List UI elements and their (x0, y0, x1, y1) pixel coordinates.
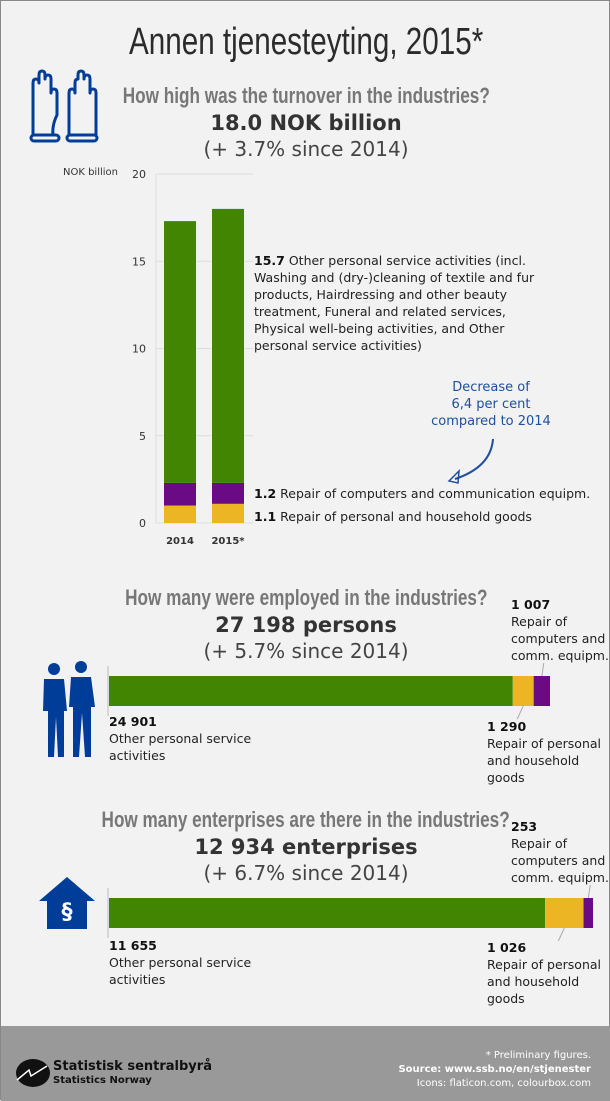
bar-segment (583, 898, 593, 928)
footer: Statistisk sentralbyrå Statistics Norway… (1, 1026, 610, 1101)
employed-label-purple: 1 007 Repair of computers and comm. equip… (511, 597, 609, 663)
x-tick-label: 2015* (211, 536, 245, 547)
curved-arrow-icon (447, 438, 494, 484)
decrease-annotation: Decrease of 6,4 per cent compared to 201… (421, 379, 561, 430)
bar-segment (212, 503, 244, 523)
turnover-change: (+ 3.7% since 2014) (203, 137, 409, 161)
enterprises-label-purple: 253 Repair of computers and comm. equipm. (511, 819, 609, 885)
bar-segment (545, 898, 584, 928)
house-paragraph-icon: § (39, 877, 95, 929)
preliminary-note: * Preliminary figures. (485, 1050, 591, 1061)
annotation-line: 6,4 per cent (451, 397, 531, 412)
employed-bar-chart (107, 662, 550, 720)
y-tick-label: 10 (132, 343, 146, 356)
leader-line (516, 705, 524, 720)
annotation-line: Decrease of (452, 380, 530, 395)
employed-label-yellow: 1 290 Repair of personal and household go… (487, 719, 601, 785)
x-tick-label: 2014 (166, 536, 194, 547)
y-tick-label: 0 (139, 517, 146, 530)
bar-segment (164, 482, 196, 506)
employed-headline: 27 198 persons (215, 613, 397, 637)
enterprises-headline: 12 934 enterprises (194, 835, 418, 859)
enterprises-bar-chart (107, 884, 593, 942)
page-title: Annen tjenesteyting, 2015* (128, 21, 484, 63)
enterprises-label-yellow: 1 026 Repair of personal and household go… (487, 940, 601, 1006)
enterprises-question: How many enterprises are there in the in… (101, 807, 511, 832)
people-icon (43, 661, 95, 757)
leader-line (587, 884, 591, 899)
bar-segment (164, 221, 196, 483)
ssb-logo-icon (16, 1059, 50, 1087)
label-other-personal: 15.7 Other personal service activities (… (254, 253, 535, 353)
turnover-question: How high was the turnover in the industr… (122, 83, 490, 108)
y-tick-label: 5 (139, 430, 146, 443)
leader-line (541, 662, 545, 677)
employed-change: (+ 5.7% since 2014) (203, 639, 409, 663)
turnover-chart: 0 5 10 15 20 2014 2015* (132, 168, 253, 547)
bar-segment (512, 676, 534, 706)
svg-text:§: § (62, 900, 73, 925)
bar-segment (212, 482, 244, 504)
enterprises-change: (+ 6.7% since 2014) (203, 861, 409, 885)
bar-segment (212, 208, 244, 483)
y-tick-label: 20 (132, 168, 146, 181)
y-axis-label: NOK billion (63, 167, 119, 178)
bar-segment (109, 898, 546, 928)
source: Source: www.ssb.no/en/stjenester (398, 1064, 591, 1075)
y-tick-label: 15 (132, 255, 146, 268)
bar-segment (164, 505, 196, 523)
label-repair-goods: 1.1 Repair of personal and household goo… (254, 509, 532, 524)
annotation-line: compared to 2014 (431, 414, 551, 429)
bar-segment (109, 676, 513, 706)
gloves-icon (29, 69, 99, 143)
icons-credit: Icons: flaticon.com, colourbox.com (416, 1078, 591, 1089)
leader-line (557, 927, 565, 942)
logo-sub: Statistics Norway (53, 1075, 152, 1086)
label-repair-computers: 1.2 Repair of computers and communicatio… (254, 486, 591, 501)
logo-name: Statistisk sentralbyrå (53, 1059, 212, 1074)
turnover-headline: 18.0 NOK billion (210, 111, 402, 135)
employed-question: How many were employed in the industries… (124, 585, 488, 610)
employed-label-main: 24 901 Other personal service activities (109, 714, 252, 763)
enterprises-label-main: 11 655 Other personal service activities (109, 938, 252, 987)
bar-segment (533, 676, 550, 706)
